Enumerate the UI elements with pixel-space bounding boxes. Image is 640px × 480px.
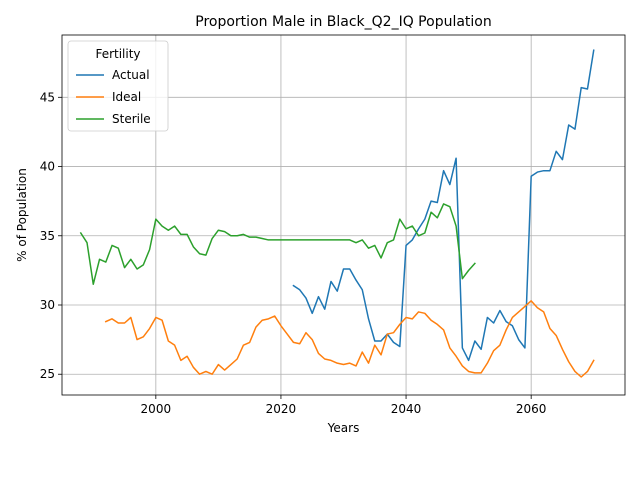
series-line-actual (292, 49, 595, 362)
x-axis-label: Years (327, 421, 360, 435)
legend-title: Fertility (95, 47, 140, 61)
y-axis-ticks: 25 30 35 40 45 (40, 90, 62, 381)
series-lines (79, 49, 595, 378)
plot-frame (61, 34, 626, 396)
y-tick-label: 35 (40, 229, 55, 243)
x-axis-ticks: 2000 2020 2040 2060 (141, 395, 547, 416)
y-tick-label: 30 (40, 298, 55, 312)
chart-title: Proportion Male in Black_Q2_IQ Populatio… (195, 14, 491, 30)
legend-label-sterile: Sterile (112, 112, 151, 126)
y-tick-label: 45 (40, 90, 55, 104)
legend-box (67, 40, 169, 132)
series-line-ideal (104, 300, 595, 378)
x-tick-label: 2000 (141, 402, 172, 416)
y-axis-label: % of Population (15, 168, 29, 262)
y-tick-label: 25 (40, 367, 55, 381)
x-tick-label: 2060 (516, 402, 547, 416)
x-tick-label: 2020 (266, 402, 297, 416)
legend: Fertility Actual Ideal Sterile (67, 40, 169, 132)
legend-label-actual: Actual (112, 68, 150, 82)
legend-label-ideal: Ideal (112, 90, 141, 104)
series-line-sterile (79, 203, 476, 285)
x-tick-label: 2040 (391, 402, 422, 416)
y-tick-label: 40 (40, 160, 55, 174)
